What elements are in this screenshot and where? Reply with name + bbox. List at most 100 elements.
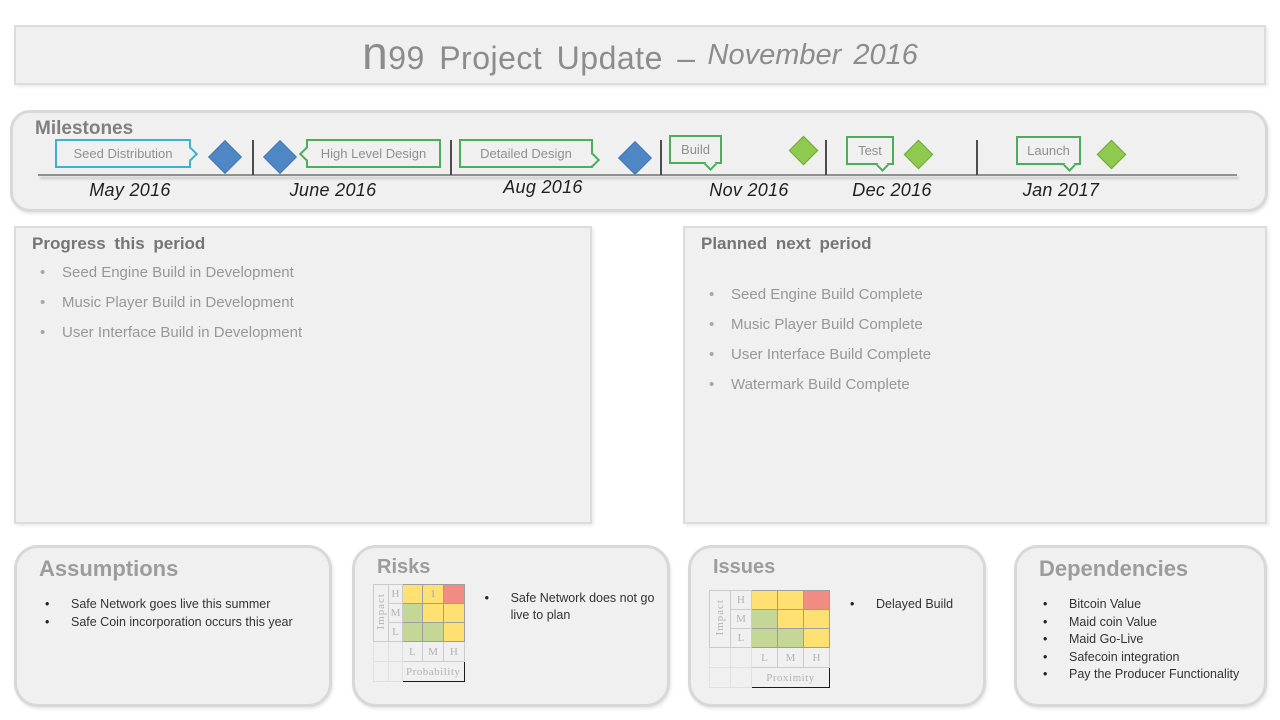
matrix-cell <box>803 590 830 610</box>
matrix-cell <box>751 628 778 648</box>
dependencies-panel: Dependencies Bitcoin Value Maid coin Val… <box>1014 545 1267 707</box>
title-bar: n99 Project Update – November 2016 <box>14 25 1266 85</box>
matrix-x-axis-label: Probability <box>401 661 465 682</box>
matrix-row-label: M <box>388 603 403 623</box>
milestone-date: May 2016 <box>89 180 171 200</box>
list-item: User Interface Build Complete <box>701 346 1251 363</box>
milestone-diamond-icon <box>1096 139 1127 170</box>
list-item: Watermark Build Complete <box>701 376 1251 393</box>
milestone-date: Aug 2016 <box>503 177 583 197</box>
list-item: Maid coin Value <box>1033 614 1258 632</box>
list-item: Bitcoin Value <box>1033 596 1258 614</box>
risk-matrix-area: Impact H 1 M L <box>372 584 659 682</box>
callout-tail-icon <box>183 146 199 162</box>
matrix-y-axis-label: Impact <box>372 584 390 642</box>
milestone-diamond-icon <box>618 141 652 175</box>
matrix-blank-cell <box>709 667 731 688</box>
matrix-blank-cell <box>730 647 752 668</box>
page-title: n99 Project Update – <box>362 26 696 79</box>
timeline-divider <box>252 140 254 175</box>
planned-heading: Planned next period <box>701 234 872 253</box>
milestone-callout-launch: Launch <box>1016 136 1081 172</box>
issue-matrix: Impact H M L <box>709 590 830 688</box>
milestone-date: Dec 2016 <box>852 180 932 200</box>
matrix-y-axis-label: Impact <box>709 590 731 648</box>
milestone-label: Test <box>858 143 882 158</box>
list-item: Maid Go-Live <box>1033 631 1258 649</box>
matrix-cell <box>751 590 778 610</box>
assumptions-panel: Assumptions Safe Network goes live this … <box>14 545 332 707</box>
milestone-label: Build <box>681 142 710 157</box>
matrix-cell <box>803 628 830 648</box>
risk-matrix: Impact H 1 M L <box>372 584 465 682</box>
milestones-heading: Milestones <box>35 118 134 139</box>
milestone-label: Detailed Design <box>480 146 572 161</box>
milestone-date: Nov 2016 <box>709 180 789 200</box>
timeline-divider <box>825 140 827 175</box>
progress-heading: Progress this period <box>32 234 206 253</box>
list-item: Safe Coin incorporation occurs this year <box>35 614 319 632</box>
milestone-callout-build: Build <box>669 135 722 171</box>
matrix-cell <box>777 590 804 610</box>
list-item: Pay the Producer Functionality <box>1033 666 1258 684</box>
risks-list: Safe Network does not go live to plan <box>479 590 659 682</box>
milestone-diamond-icon <box>263 140 297 174</box>
list-item: User Interface Build in Development <box>32 324 576 341</box>
issues-panel: Issues Impact H M L <box>688 545 986 707</box>
risks-panel: Risks Impact H 1 M L <box>352 545 670 707</box>
milestone-label: Launch <box>1027 143 1070 158</box>
matrix-col-label: H <box>803 647 830 668</box>
milestone-callout-test: Test <box>846 136 894 172</box>
matrix-blank-cell <box>388 661 403 682</box>
planned-panel: Planned next period Seed Engine Build Co… <box>683 226 1267 524</box>
issue-matrix-area: Impact H M L <box>709 590 975 688</box>
matrix-cell <box>777 628 804 648</box>
list-item: Seed Engine Build in Development <box>32 264 576 281</box>
timeline-divider <box>660 140 662 175</box>
risks-heading: Risks <box>377 556 431 578</box>
milestone-diamond-icon <box>903 139 934 170</box>
list-item: Safecoin integration <box>1033 649 1258 667</box>
timeline-axis <box>38 174 1237 176</box>
issues-list: Delayed Build <box>844 596 953 688</box>
matrix-cell: 1 <box>421 584 445 604</box>
list-item: Seed Engine Build Complete <box>701 286 1251 303</box>
matrix-cell <box>401 622 423 642</box>
list-item: Delayed Build <box>844 596 953 613</box>
page-title-date: November 2016 <box>707 38 918 71</box>
matrix-row-label: H <box>730 590 752 610</box>
matrix-col-label: M <box>421 641 445 662</box>
milestone-diamond-icon <box>788 135 819 166</box>
matrix-row-label: M <box>730 609 752 629</box>
matrix-cell <box>401 584 423 604</box>
matrix-row-label: H <box>388 584 403 604</box>
matrix-col-label: M <box>777 647 804 668</box>
milestone-callout-high-level-design: High Level Design <box>298 139 441 168</box>
progress-list: Seed Engine Build in Development Music P… <box>32 264 576 354</box>
callout-tail-icon <box>1063 159 1076 172</box>
matrix-row-label: L <box>730 628 752 648</box>
callout-tail-icon <box>585 152 601 168</box>
matrix-row-label: L <box>388 622 403 642</box>
matrix-cell <box>421 603 445 623</box>
milestone-date: June 2016 <box>289 180 377 200</box>
milestone-label: Seed Distribution <box>73 146 173 161</box>
callout-tail-icon <box>298 146 314 162</box>
matrix-blank-cell <box>388 641 403 662</box>
list-item: Safe Network does not go live to plan <box>479 590 659 624</box>
dependencies-heading: Dependencies <box>1039 556 1189 581</box>
progress-panel: Progress this period Seed Engine Build i… <box>14 226 592 524</box>
matrix-blank-cell <box>372 661 390 682</box>
matrix-x-axis-label: Proximity <box>751 667 830 688</box>
risk-marker: 1 <box>430 588 436 600</box>
matrix-cell <box>751 609 778 629</box>
list-item: Music Player Build in Development <box>32 294 576 311</box>
callout-tail-icon <box>876 159 889 172</box>
milestone-diamond-icon <box>208 140 242 174</box>
milestone-callout-detailed-design: Detailed Design <box>459 139 601 168</box>
timeline-divider <box>450 140 452 175</box>
matrix-cell <box>777 609 804 629</box>
matrix-col-label: L <box>401 641 423 662</box>
matrix-cell <box>443 584 465 604</box>
